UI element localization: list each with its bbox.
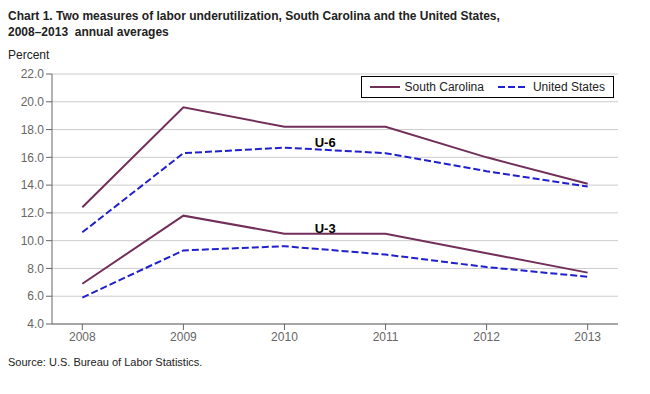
svg-text:18.0: 18.0 xyxy=(21,123,45,137)
html-text:South Carolina: South Carolina xyxy=(404,80,484,94)
svg-text:14.0: 14.0 xyxy=(21,178,45,192)
svg-text:2008: 2008 xyxy=(69,330,96,344)
html-text:Source: U.S. Bureau of Labor S: Source: U.S. Bureau of Labor Statistics. xyxy=(8,356,203,368)
svg-text:16.0: 16.0 xyxy=(21,151,45,165)
svg-text:4.0: 4.0 xyxy=(27,317,44,331)
svg-text:U-6: U-6 xyxy=(315,135,336,150)
svg-text:2013: 2013 xyxy=(574,330,601,344)
html-text:2008–2013 annual averages: 2008–2013 annual averages xyxy=(8,25,169,39)
svg-text:2011: 2011 xyxy=(373,330,399,344)
svg-text:8.0: 8.0 xyxy=(27,262,44,276)
svg-text:2009: 2009 xyxy=(170,330,197,344)
svg-text:2010: 2010 xyxy=(271,330,298,344)
svg-text:2012: 2012 xyxy=(473,330,500,344)
html-text:Chart 1. Two measures of labor: Chart 1. Two measures of labor underutil… xyxy=(8,9,500,23)
html-text:Percent: Percent xyxy=(8,48,50,62)
svg-text:22.0: 22.0 xyxy=(21,67,45,81)
svg-text:6.0: 6.0 xyxy=(27,289,44,303)
svg-text:10.0: 10.0 xyxy=(21,234,45,248)
html-text:United States: United States xyxy=(533,80,605,94)
svg-text:U-3: U-3 xyxy=(315,221,336,236)
svg-text:12.0: 12.0 xyxy=(21,206,45,220)
svg-text:20.0: 20.0 xyxy=(21,95,45,109)
